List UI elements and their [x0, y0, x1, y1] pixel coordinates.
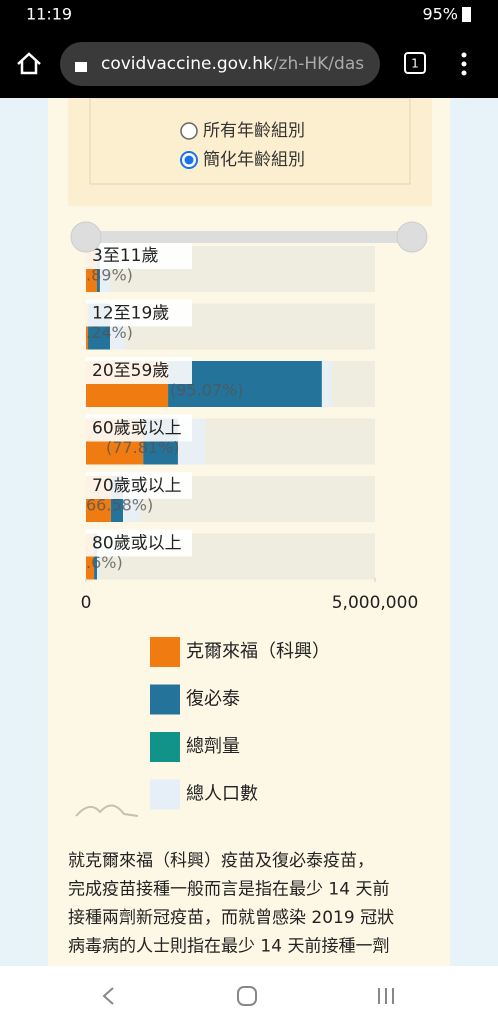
legend-swatch	[150, 779, 180, 810]
category-label: 12至19歲	[92, 304, 169, 324]
label-bg	[86, 242, 192, 269]
x-tick-label: 0	[81, 593, 92, 613]
x-tick-label: 5,000,000	[332, 593, 419, 613]
lock-icon	[75, 62, 87, 72]
percent-label: (95.07%)	[170, 381, 244, 400]
slider-handle[interactable]	[70, 221, 102, 253]
home-nav[interactable]	[237, 986, 257, 1006]
category-label: 20至59歲	[92, 361, 169, 381]
slider-handle[interactable]	[396, 221, 428, 253]
battery: 95%	[422, 5, 458, 24]
legend-label: 總劑量	[186, 736, 240, 757]
option-label[interactable]: 簡化年齡組別	[203, 150, 305, 170]
url-host: covidvaccine.gov.hk	[101, 54, 273, 74]
paragraph-line: 病毒病的人士則指在最少 14 天前接種一劑	[68, 937, 389, 957]
back-button[interactable]	[102, 987, 114, 1005]
decoration	[75, 804, 139, 817]
menu-dot[interactable]	[461, 61, 467, 67]
label-bg	[86, 357, 192, 384]
legend-label: 總人口數	[186, 784, 258, 805]
legend-label: 克爾來福（科興）	[186, 641, 330, 662]
category-label: 80歲或以上	[92, 534, 182, 554]
label-bg	[86, 472, 192, 499]
label-bg	[86, 529, 192, 557]
radio-dot	[184, 155, 194, 165]
legend-swatch	[150, 732, 180, 762]
label-bg	[86, 414, 192, 442]
percent-label: 66.58%)	[86, 496, 153, 515]
url-path: /zh-HK/das	[273, 54, 364, 74]
paragraph-line: 就克爾來福（科興）疫苗及復必泰疫苗，	[68, 851, 374, 871]
paragraph-line: 完成疫苗接種一般而言是指在最少 14 天前	[68, 880, 389, 900]
option-label[interactable]: 所有年齡組別	[203, 121, 305, 141]
menu-dot[interactable]	[461, 70, 467, 76]
nav-bar	[0, 966, 498, 1024]
paragraph: 就克爾來福（科興）疫苗及復必泰疫苗， 完成疫苗接種一般而言是指在最少 14 天前接…	[68, 851, 394, 957]
percent-label: .24%)	[86, 323, 133, 342]
legend-label: 復必泰	[186, 689, 240, 710]
bar	[168, 361, 322, 407]
percent-label: .89%)	[86, 266, 133, 285]
label-bg	[86, 299, 192, 327]
url-bar[interactable]	[60, 42, 380, 86]
tab-count: 1	[411, 57, 419, 71]
battery-icon	[462, 7, 471, 22]
options-panel	[68, 98, 432, 206]
paragraph-line: 接種兩劑新冠疫苗，而就曾感染 2019 冠狀	[68, 908, 394, 928]
menu-dot[interactable]	[461, 52, 467, 58]
percent-label: .6%)	[86, 553, 123, 572]
time: 11:19	[26, 5, 72, 24]
tabs-button[interactable]	[404, 52, 426, 74]
url[interactable]: covidvaccine.gov.hk/zh-HK/das	[101, 54, 364, 74]
radio[interactable]	[180, 122, 198, 140]
recents-button[interactable]	[378, 988, 394, 1004]
chart: 3至11歲.89%) 12至19歲.24%) 20至59歲(95.07%) 60歲或以…	[81, 242, 419, 810]
percent-label: (77.81%)	[106, 438, 180, 457]
legend-swatch	[150, 684, 180, 715]
slider-track	[86, 231, 412, 243]
category-label: 3至11歲	[92, 246, 158, 266]
category-label: 70歲或以上	[92, 476, 182, 496]
home-button[interactable]	[17, 52, 41, 75]
legend-swatch	[150, 637, 180, 667]
category-label: 60歲或以上	[92, 419, 182, 439]
